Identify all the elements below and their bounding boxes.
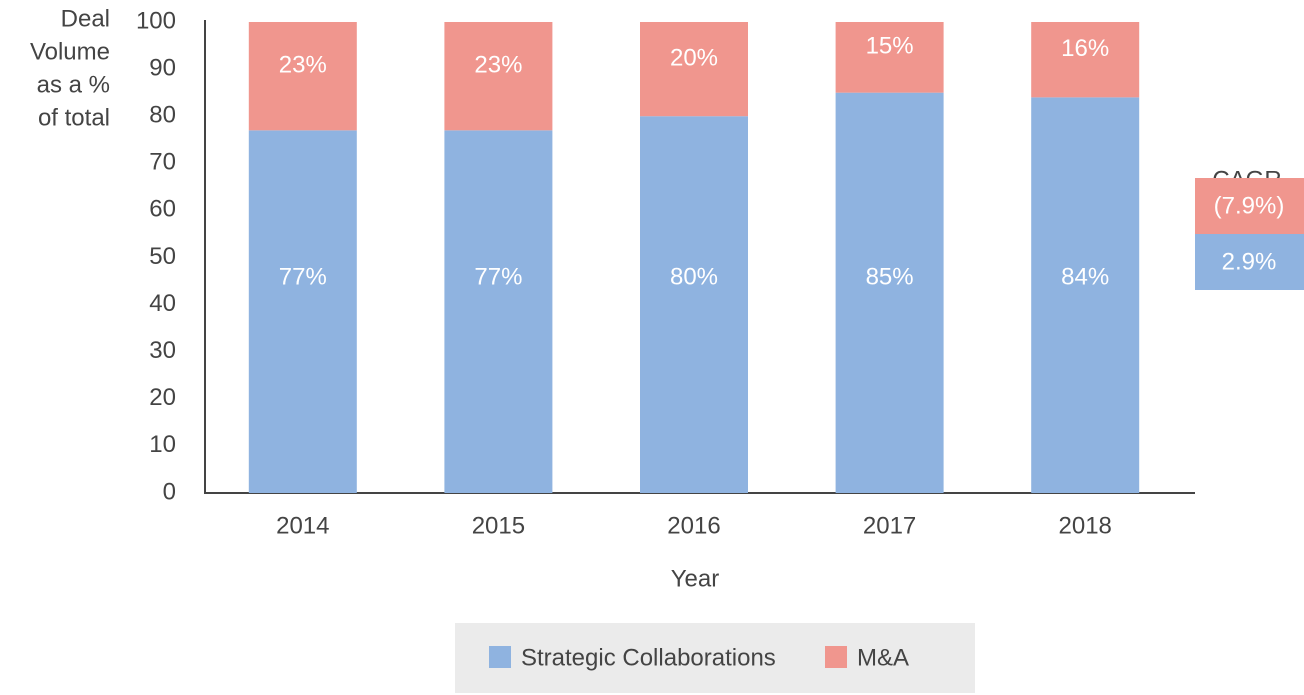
y-axis-title: of total [38,104,110,131]
cagr-box [1195,178,1304,234]
data-label: 84% [1061,263,1109,290]
x-tick-label: 2017 [863,512,916,539]
data-label: 85% [866,263,914,290]
legend-box [455,623,975,693]
cagr-box [1195,234,1304,290]
y-axis-title: as a % [37,71,110,98]
y-tick-label: 50 [149,243,176,270]
data-label: 23% [279,52,327,79]
bar-segment [1031,97,1140,494]
bar-segment [248,130,357,493]
bar-segment [835,92,944,494]
data-label: 77% [279,263,327,290]
cagr-label: 2.9% [1222,248,1277,275]
y-tick-label: 30 [149,337,176,364]
x-tick-label: 2014 [276,512,329,539]
y-tick-label: 100 [136,7,176,34]
legend-swatch [825,646,847,668]
data-label: 20% [670,44,718,71]
x-tick-label: 2015 [472,512,525,539]
y-axis-title: Volume [30,38,110,65]
y-axis-title: Deal [61,5,110,32]
bar-segment [444,22,553,131]
y-tick-label: 90 [149,54,176,81]
bar-segment [444,130,553,493]
data-label: 77% [474,263,522,290]
bar-segment [640,116,748,493]
y-tick-label: 0 [163,478,176,505]
bar-segment [640,22,748,117]
x-axis-title: Year [671,565,720,592]
y-tick-label: 10 [149,431,176,458]
legend-swatch [489,646,511,668]
data-label: 23% [474,52,522,79]
bar-segment [835,22,944,93]
bar-segment [1031,22,1140,98]
y-tick-label: 80 [149,102,176,129]
cagr-label: (7.9%) [1214,192,1285,219]
bar-segment [248,22,357,131]
x-tick-label: 2018 [1059,512,1112,539]
data-label: 15% [866,33,914,60]
x-tick-label: 2016 [667,512,720,539]
y-tick-label: 70 [149,149,176,176]
y-tick-label: 40 [149,290,176,317]
legend-label: M&A [857,644,909,671]
data-label: 16% [1061,35,1109,62]
y-tick-label: 20 [149,384,176,411]
data-label: 80% [670,263,718,290]
legend-label: Strategic Collaborations [521,644,776,671]
y-tick-label: 60 [149,196,176,223]
